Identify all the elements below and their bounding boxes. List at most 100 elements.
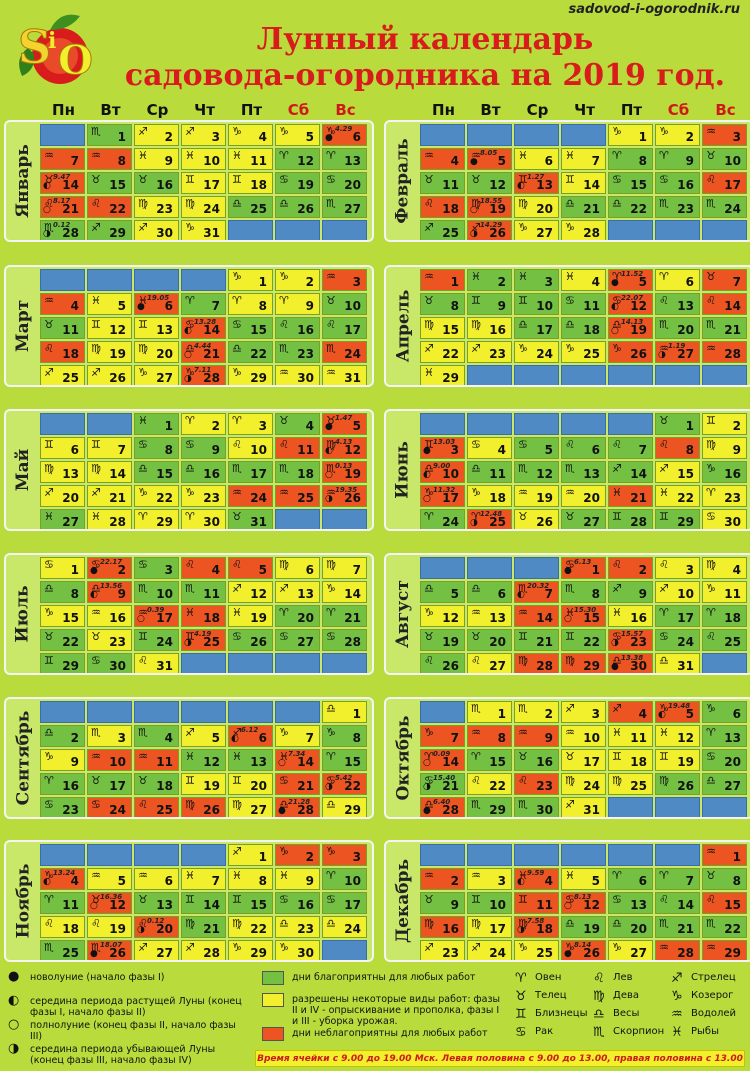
day-cell[interactable]: ♍ 20 (514, 196, 559, 218)
day-cell[interactable]: ♐ 20 (40, 485, 85, 507)
day-cell[interactable]: ♊ 14 (561, 172, 606, 194)
day-cell[interactable]: ♎ 22 (228, 341, 273, 363)
day-cell[interactable]: ♒ 6 (134, 868, 179, 890)
day-cell[interactable]: ♌ 18 (420, 196, 465, 218)
day-cell[interactable]: ♎ ◐ 9.00 10 (420, 461, 465, 483)
day-cell[interactable]: ♈ ○ 0.09 14 (420, 749, 465, 771)
day-cell[interactable]: ♓ 9 (134, 148, 179, 170)
day-cell[interactable]: ♌ 11 (275, 437, 320, 459)
day-cell[interactable]: ♊ 13 (134, 317, 179, 339)
day-cell[interactable]: ♉ 16 (514, 749, 559, 771)
day-cell[interactable]: ♍ 9 (702, 437, 747, 459)
day-cell[interactable]: ♎ 29 (322, 797, 367, 817)
day-cell[interactable]: ♉ 8 (420, 293, 465, 315)
day-cell[interactable]: ♋ ● 22.17 2 (87, 557, 132, 579)
day-cell[interactable]: ♋ 30 (702, 509, 747, 529)
day-cell[interactable]: ♐ 29 (87, 220, 132, 240)
day-cell[interactable]: ♋ ● 6.13 1 (561, 557, 606, 579)
day-cell[interactable]: ♊ 9 (467, 293, 512, 315)
day-cell[interactable]: ♑ 24 (514, 341, 559, 363)
day-cell[interactable]: ♓ 11 (228, 148, 273, 170)
day-cell[interactable]: ♉ 4 (275, 413, 320, 435)
day-cell[interactable]: ♋ 16 (655, 172, 700, 194)
day-cell[interactable]: ♓ 9 (275, 868, 320, 890)
day-cell[interactable]: ♏ 30 (514, 797, 559, 817)
day-cell[interactable]: ♉ 31 (228, 509, 273, 529)
day-cell[interactable]: ♒ 3 (702, 124, 747, 146)
day-cell[interactable]: ♎ 25 (228, 196, 273, 218)
day-cell[interactable]: ♍ 29 (561, 653, 606, 673)
day-cell[interactable]: ♐ 2 (134, 124, 179, 146)
day-cell[interactable]: ♊ 19 (181, 773, 226, 795)
day-cell[interactable]: ♌ 6 (561, 437, 606, 459)
day-cell[interactable]: ♒ 5 (87, 868, 132, 890)
day-cell[interactable]: ♎ 19 (561, 916, 606, 938)
day-cell[interactable]: ♊ 10 (514, 293, 559, 315)
day-cell[interactable]: ♏ 17 (228, 461, 273, 483)
day-cell[interactable]: ♑ 1 (608, 124, 653, 146)
day-cell[interactable]: ♋ 11 (561, 293, 606, 315)
day-cell[interactable]: ♑ 3 (322, 844, 367, 866)
day-cell[interactable]: ♉ ● 1.47 5 (322, 413, 367, 435)
day-cell[interactable]: ♌ 7 (608, 437, 653, 459)
day-cell[interactable]: ♓ 12 (181, 749, 226, 771)
day-cell[interactable]: ♊ 28 (608, 509, 653, 529)
day-cell[interactable]: ♋ 4 (467, 437, 512, 459)
day-cell[interactable]: ♒ ● 8.05 5 (467, 148, 512, 170)
day-cell[interactable]: ♈ 10 (322, 868, 367, 890)
day-cell[interactable]: ♋ 30 (87, 653, 132, 673)
day-cell[interactable]: ♌ 23 (514, 773, 559, 795)
day-cell[interactable]: ♈ 24 (420, 509, 465, 529)
day-cell[interactable]: ♌ 2 (608, 557, 653, 579)
day-cell[interactable]: ♐ 27 (134, 940, 179, 960)
day-cell[interactable]: ♈ 7 (655, 868, 700, 890)
day-cell[interactable]: ♋ 24 (655, 629, 700, 651)
day-cell[interactable]: ♓ 7 (181, 868, 226, 890)
day-cell[interactable]: ♍ 14 (87, 461, 132, 483)
day-cell[interactable]: ♋ 17 (322, 892, 367, 914)
day-cell[interactable]: ♐ 31 (561, 797, 606, 817)
day-cell[interactable]: ♌ 17 (702, 172, 747, 194)
day-cell[interactable]: ♈ 7 (181, 293, 226, 315)
day-cell[interactable]: ♐ 28 (181, 940, 226, 960)
day-cell[interactable]: ♒ 11 (134, 749, 179, 771)
day-cell[interactable]: ♍ 15 (420, 317, 465, 339)
day-cell[interactable]: ♉ 22 (40, 629, 85, 651)
day-cell[interactable]: ♐ 3 (181, 124, 226, 146)
day-cell[interactable]: ♎ 1 (322, 701, 367, 723)
day-cell[interactable]: ♌ 18 (40, 916, 85, 938)
day-cell[interactable]: ♐ 26 (87, 365, 132, 385)
day-cell[interactable]: ♌ 15 (702, 892, 747, 914)
day-cell[interactable]: ♍ 26 (655, 773, 700, 795)
day-cell[interactable]: ♋ 19 (275, 172, 320, 194)
day-cell[interactable]: ♓ 12 (655, 725, 700, 747)
day-cell[interactable]: ♒ 2 (420, 868, 465, 890)
day-cell[interactable]: ♒ 7 (40, 148, 85, 170)
day-cell[interactable]: ♑ 30 (275, 940, 320, 960)
day-cell[interactable]: ♍ 28 (514, 653, 559, 673)
day-cell[interactable]: ♉ 7 (702, 269, 747, 291)
day-cell[interactable]: ♋ ◑ 5.42 22 (322, 773, 367, 795)
day-cell[interactable]: ♏ 18 (275, 461, 320, 483)
day-cell[interactable]: ♑ ○ 11.32 17 (420, 485, 465, 507)
day-cell[interactable]: ♎ 16 (181, 461, 226, 483)
day-cell[interactable]: ♈ 15 (467, 749, 512, 771)
day-cell[interactable]: ♈ 23 (702, 485, 747, 507)
day-cell[interactable]: ♑ ◐ 13.24 4 (40, 868, 85, 890)
day-cell[interactable]: ♍ 26 (181, 797, 226, 817)
day-cell[interactable]: ♑ 15 (40, 605, 85, 627)
day-cell[interactable]: ♊ 10 (467, 892, 512, 914)
day-cell[interactable]: ♑ 25 (514, 940, 559, 960)
day-cell[interactable]: ♒ 30 (275, 365, 320, 385)
day-cell[interactable]: ♑ 1 (228, 269, 273, 291)
day-cell[interactable]: ♓ 5 (561, 868, 606, 890)
day-cell[interactable]: ♌ 8 (655, 437, 700, 459)
day-cell[interactable]: ♓ 7 (561, 148, 606, 170)
day-cell[interactable]: ♏ 4 (134, 725, 179, 747)
day-cell[interactable]: ♋ ◐ 13.28 14 (181, 317, 226, 339)
day-cell[interactable]: ♑ 4 (228, 124, 273, 146)
day-cell[interactable]: ♑ 8 (322, 725, 367, 747)
day-cell[interactable]: ♏ 1 (87, 124, 132, 146)
day-cell[interactable]: ♋ ◑ 15.40 21 (420, 773, 465, 795)
day-cell[interactable]: ♓ 22 (655, 485, 700, 507)
